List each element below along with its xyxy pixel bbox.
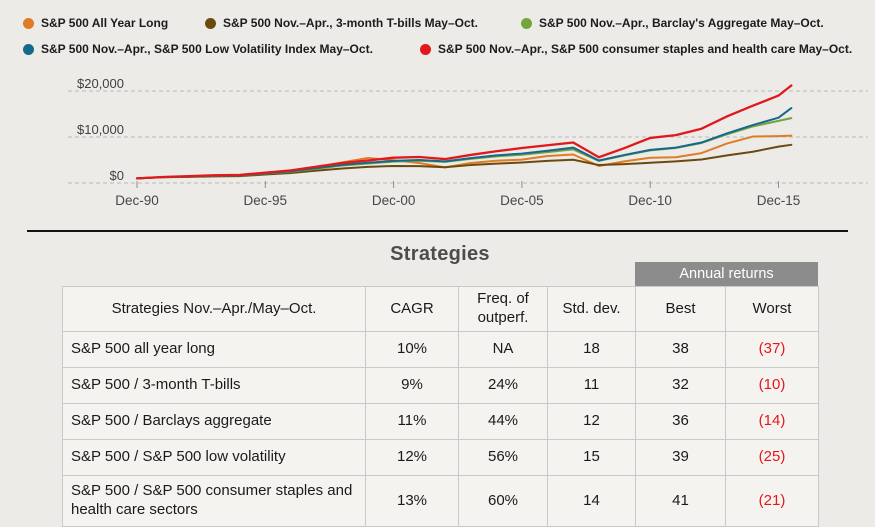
legend-item-sp500-all-year: S&P 500 All Year Long	[23, 16, 168, 30]
header-std-dev: Std. dev.	[547, 286, 636, 332]
table-cell-strategy: S&P 500 all year long	[62, 331, 366, 368]
y-axis-label-10000: $10,000	[77, 122, 124, 137]
table-row: S&P 500 / 3-month T-bills 9% 24% 11 32 (…	[62, 367, 819, 404]
header-freq: Freq. of outperf.	[458, 286, 548, 332]
table-cell-worst: (10)	[725, 367, 819, 404]
legend-dot-red-icon	[420, 43, 431, 55]
header-worst: Worst	[725, 286, 819, 332]
table-cell-std: 14	[547, 475, 636, 527]
table-cell-best: 39	[635, 439, 726, 476]
series-line-1	[136, 143, 793, 180]
table-cell-best: 41	[635, 475, 726, 527]
y-axis-label-20000: $20,000	[77, 76, 124, 91]
table-cell-worst: (37)	[725, 331, 819, 368]
table-cell-freq: NA	[458, 331, 548, 368]
legend-label: S&P 500 Nov.–Apr., 3-month T-bills May–O…	[223, 16, 478, 30]
table-cell-best: 36	[635, 403, 726, 440]
growth-line-chart: Dec-90 Dec-95 Dec-00 Dec-05 Dec-10 Dec-15	[68, 84, 868, 208]
table-row: S&P 500 / S&P 500 low volatility 12% 56%…	[62, 439, 819, 476]
table-cell-worst: (25)	[725, 439, 819, 476]
strategies-table: Strategies Nov.–Apr./May–Oct. CAGR Freq.…	[62, 286, 819, 527]
legend-label: S&P 500 All Year Long	[41, 16, 169, 30]
x-axis-label: Dec-10	[628, 193, 672, 208]
table-cell-best: 32	[635, 367, 726, 404]
table-cell-strategy: S&P 500 / S&P 500 low volatility	[62, 439, 366, 476]
x-axis-label: Dec-05	[500, 193, 544, 208]
table-cell-cagr: 10%	[365, 331, 459, 368]
table-cell-freq: 56%	[458, 439, 548, 476]
legend-label: S&P 500 Nov.–Apr., S&P 500 consumer stap…	[438, 42, 853, 56]
x-axis-label: Dec-15	[757, 193, 801, 208]
table-cell-freq: 24%	[458, 367, 548, 404]
table-cell-std: 18	[547, 331, 636, 368]
table-cell-cagr: 13%	[365, 475, 459, 527]
header-strategies: Strategies Nov.–Apr./May–Oct.	[62, 286, 366, 332]
table-row: S&P 500 / S&P 500 consumer staples and h…	[62, 475, 819, 527]
table-cell-cagr: 12%	[365, 439, 459, 476]
table-cell-cagr: 11%	[365, 403, 459, 440]
x-axis-label: Dec-00	[372, 193, 416, 208]
table-cell-std: 12	[547, 403, 636, 440]
table-header-row: Strategies Nov.–Apr./May–Oct. CAGR Freq.…	[62, 286, 819, 332]
table-cell-std: 15	[547, 439, 636, 476]
table-cell-strategy: S&P 500 / 3-month T-bills	[62, 367, 366, 404]
y-axis-label-0: $0	[109, 168, 124, 183]
table-cell-worst: (21)	[725, 475, 819, 527]
legend-item-staples-healthcare: S&P 500 Nov.–Apr., S&P 500 consumer stap…	[420, 42, 852, 56]
x-axis-label: Dec-95	[244, 193, 288, 208]
table-cell-best: 38	[635, 331, 726, 368]
table-cell-std: 11	[547, 367, 636, 404]
annual-returns-band: Annual returns	[635, 262, 818, 286]
table-row: S&P 500 / Barclays aggregate 11% 44% 12 …	[62, 403, 819, 440]
header-best: Best	[635, 286, 726, 332]
legend-label: S&P 500 Nov.–Apr., Barclay's Aggregate M…	[539, 16, 824, 30]
infographic-page: S&P 500 All Year Long S&P 500 Nov.–Apr.,…	[23, 16, 868, 527]
table-cell-cagr: 9%	[365, 367, 459, 404]
series-line-3	[136, 107, 793, 180]
legend-item-tbills: S&P 500 Nov.–Apr., 3-month T-bills May–O…	[205, 16, 478, 30]
table-cell-worst: (14)	[725, 403, 819, 440]
legend-dot-blue-icon	[23, 43, 34, 55]
table-row: S&P 500 all year long 10% NA 18 38 (37)	[62, 331, 819, 368]
table-title: Strategies	[390, 243, 490, 265]
legend-item-low-volatility: S&P 500 Nov.–Apr., S&P 500 Low Volatilit…	[23, 42, 373, 56]
table-cell-strategy: S&P 500 / Barclays aggregate	[62, 403, 366, 440]
table-cell-freq: 44%	[458, 403, 548, 440]
legend-dot-green-icon	[521, 17, 532, 29]
legend-dot-orange-icon	[23, 17, 34, 29]
series-line-4	[135, 84, 793, 180]
legend-label: S&P 500 Nov.–Apr., S&P 500 Low Volatilit…	[41, 42, 373, 56]
header-cagr: CAGR	[365, 286, 459, 332]
legend-item-barclays: S&P 500 Nov.–Apr., Barclay's Aggregate M…	[521, 16, 824, 30]
table-cell-strategy: S&P 500 / S&P 500 consumer staples and h…	[62, 475, 366, 527]
series-line-2	[136, 117, 793, 180]
section-divider	[27, 230, 848, 232]
x-axis-label: Dec-90	[115, 193, 159, 208]
table-cell-freq: 60%	[458, 475, 548, 527]
legend-dot-brown-icon	[205, 17, 216, 29]
